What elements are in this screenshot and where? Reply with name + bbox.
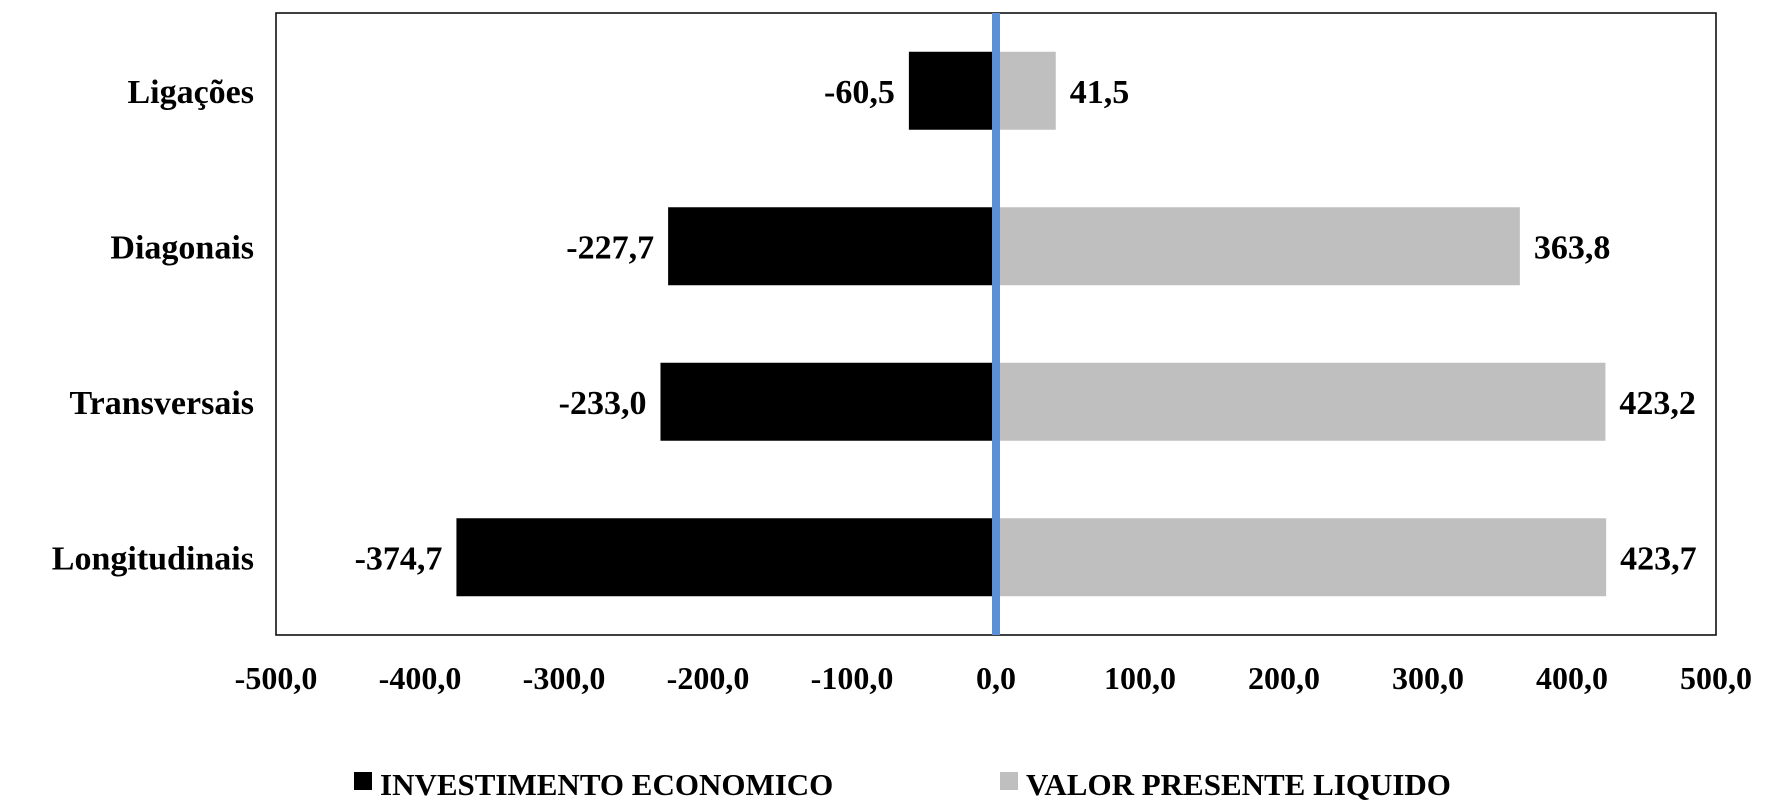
value-labels-group: -60,5 41,5 -227,7 363,8 -233,0 423,2 -374,7 423… <box>355 74 1697 578</box>
x-tick-label-10: 500,0 <box>1680 660 1752 696</box>
data-label-valor-presente-liquido-transversais: 423,2 <box>1619 385 1696 422</box>
bar-investimento-economico-longitudinais <box>456 518 996 597</box>
data-label-valor-presente-liquido-longitudinais: 423,7 <box>1620 540 1697 577</box>
x-tick-label-4: -100,0 <box>811 660 894 696</box>
x-tick-label-1: -400,0 <box>379 660 462 696</box>
category-label-ligacoes: Ligações <box>127 74 254 111</box>
category-label-transversais: Transversais <box>70 385 254 422</box>
tick-labels-group: -500,0 -400,0 -300,0 -200,0 -100,0 0,0 100,0 20… <box>235 660 1752 696</box>
bars-group <box>456 51 1607 597</box>
x-tick-label-9: 400,0 <box>1536 660 1608 696</box>
x-tick-label-5: 0,0 <box>976 660 1016 696</box>
x-tick-label-3: -200,0 <box>667 660 750 696</box>
legend-label-investimento: INVESTIMENTO ECONOMICO <box>380 767 833 802</box>
data-label-investimento-economico-longitudinais: -374,7 <box>355 540 443 577</box>
legend: INVESTIMENTO ECONOMICO VALOR PRESENTE LI… <box>354 767 1451 802</box>
legend-swatch-valor-presente <box>1000 772 1018 790</box>
legend-swatch-investimento <box>354 772 372 790</box>
bar-investimento-economico-ligacoes <box>908 51 996 130</box>
category-labels-group: Ligações Diagonais Transversais Longitudina… <box>52 74 254 578</box>
category-label-diagonais: Diagonais <box>110 229 254 266</box>
x-tick-label-8: 300,0 <box>1392 660 1464 696</box>
data-label-investimento-economico-transversais: -233,0 <box>559 385 647 422</box>
data-label-valor-presente-liquido-ligacoes: 41,5 <box>1070 74 1130 111</box>
category-label-longitudinais: Longitudinais <box>52 540 254 577</box>
bar-investimento-economico-diagonais <box>668 207 996 286</box>
legend-label-valor-presente: VALOR PRESENTE LIQUIDO <box>1026 767 1451 802</box>
bar-valor-presente-liquido-diagonais <box>996 207 1520 286</box>
data-label-investimento-economico-ligacoes: -60,5 <box>824 74 895 111</box>
data-label-valor-presente-liquido-diagonais: 363,8 <box>1534 229 1611 266</box>
bar-investimento-economico-transversais <box>660 362 996 441</box>
x-tick-label-6: 100,0 <box>1104 660 1176 696</box>
x-tick-label-0: -500,0 <box>235 660 318 696</box>
x-tick-label-7: 200,0 <box>1248 660 1320 696</box>
bar-valor-presente-liquido-transversais <box>996 362 1606 441</box>
data-label-investimento-economico-diagonais: -227,7 <box>566 229 654 266</box>
x-tick-label-2: -300,0 <box>523 660 606 696</box>
bar-valor-presente-liquido-ligacoes <box>996 51 1056 130</box>
bar-valor-presente-liquido-longitudinais <box>996 518 1607 597</box>
